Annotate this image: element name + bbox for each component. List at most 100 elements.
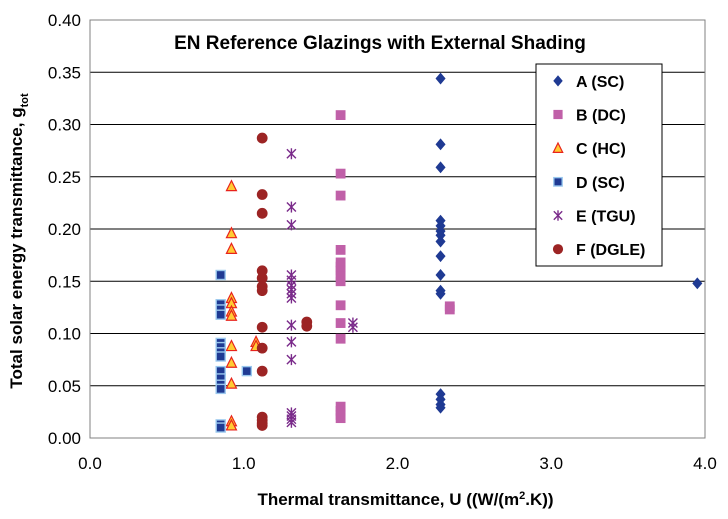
data-point	[215, 351, 226, 362]
data-point	[435, 138, 446, 151]
data-point	[335, 276, 346, 287]
data-point	[435, 161, 446, 174]
data-point	[215, 422, 226, 433]
data-point	[435, 287, 446, 300]
y-axis-title: Total solar energy transmittance, gtot	[7, 93, 31, 389]
series-4	[215, 269, 253, 433]
y-tick-label: 0.30	[48, 116, 81, 135]
y-tick-label: 0.20	[48, 220, 81, 239]
legend-box	[535, 63, 663, 267]
data-point	[286, 336, 297, 348]
data-point	[335, 110, 346, 120]
data-point	[335, 413, 346, 424]
x-axis-title: Thermal transmittance, U ((W/(m2.K))	[257, 490, 553, 509]
data-point	[335, 318, 346, 328]
data-point	[286, 292, 297, 304]
data-point	[225, 308, 238, 321]
x-tick-label: 2.0	[386, 454, 410, 473]
legend-marker	[553, 210, 563, 221]
y-axis-title-main: Total solar energy transmittance, g	[7, 107, 26, 388]
plot-area-frame	[89, 19, 706, 439]
data-point	[215, 383, 226, 395]
legend-label: E (TGU)	[576, 209, 636, 226]
x-tick-label: 4.0	[693, 454, 717, 473]
legend-label: F (DGLE)	[576, 242, 645, 259]
data-point	[286, 354, 297, 366]
legend-label: A (SC)	[576, 74, 624, 91]
legend-label: B (DC)	[576, 108, 626, 125]
data-point	[225, 418, 238, 431]
data-point	[335, 244, 346, 255]
data-point	[692, 277, 703, 290]
legend-item: F (DGLE)	[552, 242, 645, 259]
y-tick-label: 0.00	[48, 429, 81, 448]
data-point	[256, 420, 268, 431]
x-tick-label: 3.0	[539, 454, 563, 473]
chart-title: EN Reference Glazings with External Shad…	[174, 33, 586, 54]
data-point	[286, 201, 297, 213]
legend-item: B (DC)	[553, 108, 626, 125]
data-point	[444, 304, 455, 315]
data-point	[286, 148, 297, 160]
data-point	[256, 342, 268, 354]
data-point	[435, 250, 446, 263]
data-point	[225, 226, 238, 239]
data-point	[301, 320, 313, 332]
data-point	[215, 309, 226, 320]
data-point	[256, 365, 268, 377]
x-tick-label: 0.0	[78, 454, 102, 473]
data-series	[215, 72, 703, 433]
data-point	[256, 285, 268, 297]
legend-item: C (HC)	[552, 141, 626, 158]
legend-label: D (SC)	[576, 175, 625, 192]
x-tick-label: 1.0	[232, 454, 256, 473]
y-tick-label: 0.35	[48, 63, 81, 82]
data-point	[347, 321, 358, 333]
legend-marker	[552, 244, 564, 255]
data-point	[286, 219, 297, 231]
y-tick-label: 0.40	[48, 11, 81, 30]
legend-item: E (TGU)	[553, 209, 636, 226]
data-point	[435, 269, 446, 281]
data-point	[435, 72, 446, 85]
series-6	[256, 132, 313, 431]
legend-marker	[553, 75, 563, 87]
series-5	[286, 148, 358, 428]
legend-item: A (SC)	[553, 74, 624, 91]
data-point	[225, 179, 238, 192]
legend-marker	[552, 141, 564, 153]
data-point	[256, 207, 268, 219]
data-point	[256, 132, 268, 144]
y-tick-label: 0.25	[48, 168, 81, 187]
legend-marker	[553, 176, 563, 187]
data-point	[335, 300, 346, 311]
legend-label: C (HC)	[576, 141, 626, 158]
data-point	[225, 339, 238, 352]
data-point	[286, 319, 297, 331]
data-point	[435, 401, 446, 414]
data-point	[435, 235, 446, 248]
x-tick-labels: 0.0 1.0 2.0 3.0 4.0	[78, 454, 717, 473]
data-point	[286, 416, 297, 428]
series-3	[225, 179, 263, 431]
data-point	[225, 376, 238, 389]
series-2	[335, 110, 455, 424]
data-point	[225, 355, 238, 368]
data-point	[335, 333, 346, 344]
x-axis-title-tail: .K))	[525, 490, 553, 509]
x-axis-title-superscript: 2	[519, 490, 525, 502]
data-point	[215, 269, 226, 281]
data-point	[335, 190, 346, 201]
y-tick-labels: 0.00 0.05 0.10 0.15 0.20 0.25 0.30 0.35 0.40	[48, 11, 81, 448]
y-tick-label: 0.10	[48, 325, 81, 344]
data-point	[241, 365, 253, 377]
data-point	[335, 168, 346, 179]
y-tick-label: 0.05	[48, 377, 81, 396]
y-tick-label: 0.15	[48, 272, 81, 291]
x-axis-title-main: Thermal transmittance, U ((W/(m	[257, 490, 519, 509]
grid-lines	[90, 19, 705, 387]
data-point	[256, 189, 268, 200]
data-point	[225, 242, 238, 254]
series-1	[435, 72, 703, 414]
